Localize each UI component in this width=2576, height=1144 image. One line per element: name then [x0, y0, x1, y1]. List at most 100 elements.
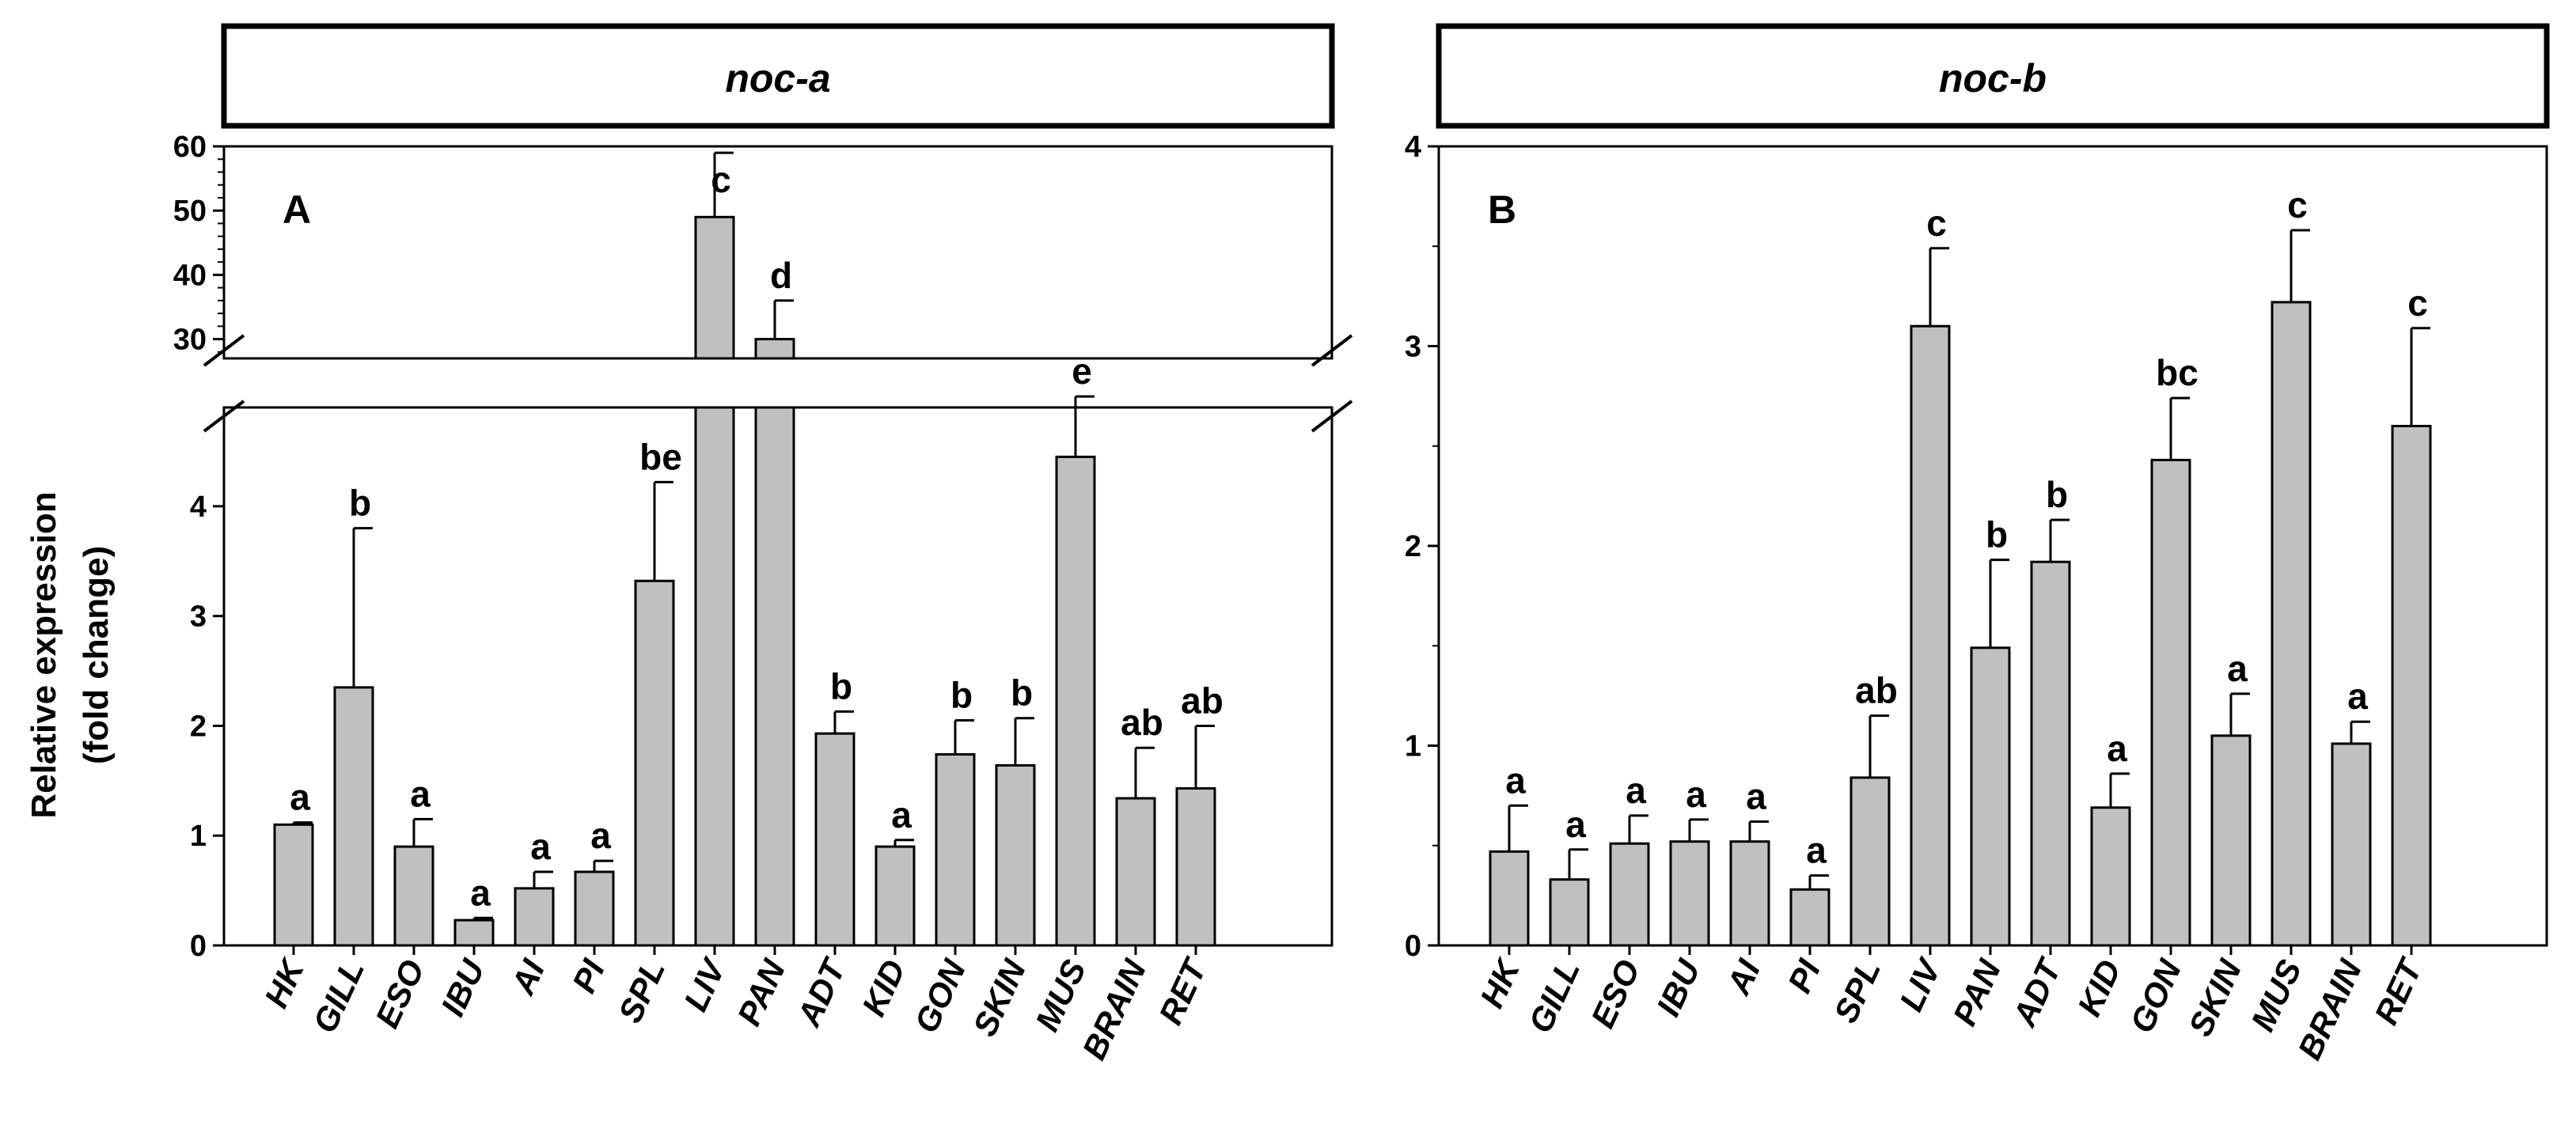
panel-b-ytick-label: 2	[1405, 530, 1421, 563]
panel-a-category-label: AI	[503, 953, 552, 1001]
panel-b-significance-label: a	[1746, 775, 1766, 816]
panel-b-category-label: RET	[2367, 952, 2430, 1030]
panel-a-category-label: SKIN	[966, 953, 1034, 1041]
panel-a-significance-label: a	[891, 794, 912, 835]
panel-b-significance-label: b	[1986, 514, 2008, 555]
panel-a-ytick-label: 1	[190, 820, 207, 853]
panel-b-category-label: SKIN	[2181, 953, 2249, 1041]
panel-b-bar	[2090, 806, 2131, 947]
panel-b-label: B	[1488, 188, 1516, 232]
panel-b-bar	[1970, 646, 2011, 947]
panel-b-bar	[1549, 878, 1590, 947]
panel-a-bar	[393, 845, 434, 947]
panel-b-significance-label: a	[2227, 648, 2248, 689]
panel-a-gene-title: noc-a	[725, 56, 830, 100]
panel-b-category-label: PAN	[1945, 953, 2008, 1031]
panel-a-bar	[814, 732, 856, 947]
panel-b-significance-label: a	[1565, 804, 1586, 845]
panel-a-significance-label: b	[950, 675, 973, 716]
panel-a-bar	[574, 870, 615, 947]
panel-a-category-label: LIV	[677, 952, 733, 1017]
panel-a-ytick-label: 50	[173, 195, 207, 228]
panel-b-gene-title: noc-b	[1939, 56, 2047, 100]
panel-a-ytick-label: 3	[190, 600, 207, 634]
panel-a-bar	[1175, 787, 1216, 947]
panel-a-category-label: PAN	[730, 953, 792, 1031]
panel-a-significance-label: be	[639, 436, 682, 477]
panel-b-bar	[2210, 734, 2252, 947]
panel-b-significance-label: a	[2347, 676, 2368, 717]
panel-a-significance-label: b	[349, 483, 371, 524]
panel-b-bar	[1669, 840, 1710, 947]
panel-a-ytick-label: 30	[173, 324, 207, 357]
panel-b-ytick-label: 3	[1405, 331, 1421, 364]
panel-b-ytick-label: 4	[1405, 131, 1421, 164]
panel-a-bar	[273, 823, 314, 947]
panel-a-bar	[333, 686, 374, 947]
panel-a-category-label: IBU	[434, 953, 492, 1021]
y-axis-label-line2: (fold change)	[77, 546, 116, 764]
panel-a-significance-label: a	[290, 777, 310, 818]
panel-b-bar	[2331, 742, 2372, 947]
panel-a-plot: 0123430405060aHKbGILLaESOaIBUaAIaPIbeSPL…	[173, 131, 1224, 1065]
panel-b-significance-label: c	[2407, 282, 2428, 324]
panel-a-bar-lower-segment	[694, 406, 735, 947]
panel-a-bar-upper-segment	[754, 338, 795, 360]
panel-b-significance-label: a	[1686, 774, 1706, 815]
panel-a-significance-label: ab	[1181, 680, 1224, 721]
axis-break-right	[1311, 334, 1353, 433]
panel-a-bar-upper-segment	[694, 215, 735, 360]
panel-b-significance-label: c	[2287, 184, 2308, 225]
panel-b-category-label: HK	[1473, 953, 1527, 1013]
panel-a-category-label: ESO	[368, 954, 431, 1033]
panel-a-significance-label: b	[1011, 672, 1033, 714]
panel-b-significance-label: bc	[2156, 352, 2199, 393]
panel-a-significance-label: a	[410, 773, 431, 814]
panel-b-significance-label: a	[2107, 728, 2127, 769]
panel-b-category-label: GILL	[1521, 954, 1587, 1039]
panel-a-bar	[935, 753, 976, 947]
panel-a-significance-label: e	[1072, 350, 1092, 392]
panel-b-category-label: KID	[2070, 954, 2128, 1021]
panel-b-significance-label: a	[1626, 770, 1646, 811]
panel-b-bar	[2271, 301, 2312, 947]
panel-a-category-label: GILL	[305, 954, 371, 1039]
panel-b-category-label: PI	[1781, 953, 1828, 998]
panel-a-label: A	[283, 188, 311, 232]
panel-b-bar	[1489, 850, 1530, 947]
panel-a-category-label: MUS	[1028, 954, 1093, 1036]
panel-a-ytick-label: 4	[190, 491, 207, 524]
y-axis-label-line1: Relative expression	[25, 491, 63, 818]
panel-b-category-label: GON	[2123, 953, 2189, 1038]
panel-b-ytick-label: 1	[1405, 730, 1421, 763]
panel-b-category-label: IBU	[1649, 953, 1708, 1021]
panel-a-category-label: RET	[1151, 952, 1215, 1030]
panel-b-ytick-label: 0	[1405, 930, 1421, 963]
panel-b-bar	[1609, 842, 1650, 947]
panel-a-category-label: SPL	[611, 954, 672, 1028]
panel-a-bar	[634, 579, 675, 947]
panel-a-bar	[1115, 797, 1156, 947]
panel-b-plot: 01234aHKaGILLaESOaIBUaAIaPIabSPLcLIVbPAN…	[1405, 131, 2432, 1065]
panel-b-significance-label: ab	[1855, 670, 1898, 711]
panel-b-title-box	[1436, 23, 2550, 129]
panel-a-significance-label: a	[590, 815, 611, 856]
panel-b-category-label: ADT	[2005, 952, 2070, 1032]
panel-b-significance-label: c	[1926, 203, 1947, 244]
panel-a-ytick-label: 2	[190, 710, 207, 743]
panel-a-significance-label: a	[470, 872, 491, 913]
panel-a-significance-label: b	[830, 665, 852, 706]
panel-a-category-label: GON	[907, 953, 973, 1038]
panel-b-bar	[1789, 888, 1831, 947]
panel-a-bar	[453, 919, 495, 947]
panel-a-category-label: ADT	[790, 952, 854, 1032]
panel-a-category-label: PI	[565, 953, 613, 998]
panel-a-bar	[1055, 455, 1096, 947]
panel-b-bar	[1849, 776, 1891, 947]
panel-a-bar	[995, 763, 1036, 947]
axis-break-left	[203, 334, 245, 433]
panel-a-significance-label: ab	[1121, 702, 1163, 743]
panel-a-ytick-label: 40	[173, 259, 207, 292]
panel-a-bar-lower-segment	[754, 406, 795, 947]
